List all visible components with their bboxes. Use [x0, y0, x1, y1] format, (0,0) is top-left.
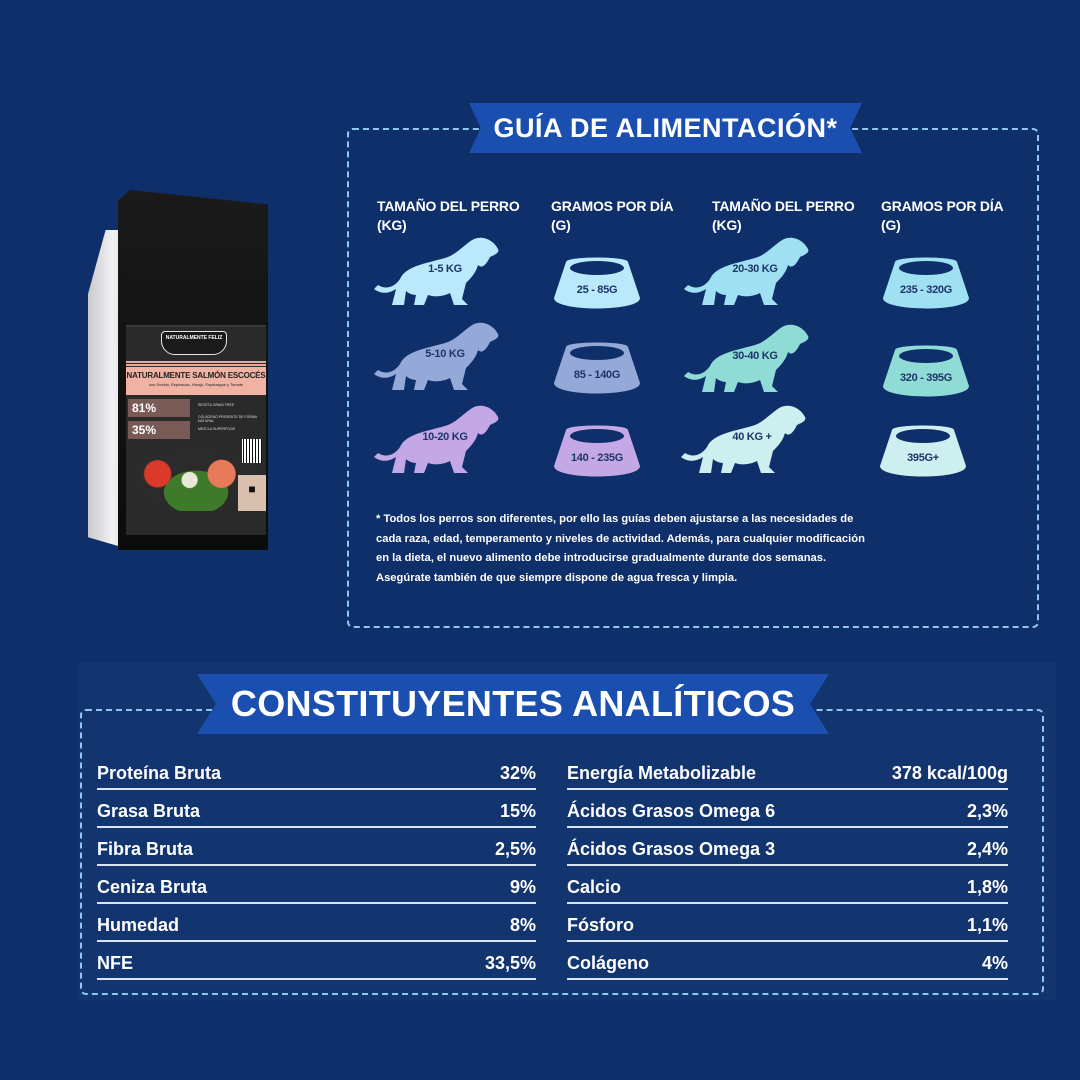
- bowl-icon: [881, 342, 971, 398]
- table-row: Colágeno 4%: [567, 942, 1008, 980]
- table-row: Ácidos Grasos Omega 3 2,4%: [567, 828, 1008, 866]
- constituents-table-right: Energía Metabolizable 378 kcal/100g Ácido…: [567, 752, 1008, 980]
- feeding-note: * Todos los perros son diferentes, por e…: [376, 513, 865, 584]
- bowl-icon: [878, 422, 968, 478]
- table-row: NFE 33,5%: [97, 942, 536, 980]
- bowl-grams-85-140: 85 - 140G: [552, 339, 642, 395]
- col-header-grams: GRAMOS POR DÍA (G): [881, 198, 1004, 233]
- constituents-title: CONSTITUYENTES ANALÍTICOS: [197, 674, 829, 734]
- table-row: Calcio 1,8%: [567, 866, 1008, 904]
- table-row: Humedad 8%: [97, 904, 536, 942]
- dog-size-40kg-plus: 40 KG +: [677, 403, 807, 475]
- dog-size-30-40kg: 30-40 KG: [680, 322, 810, 394]
- table-row: Grasa Bruta 15%: [97, 790, 536, 828]
- product-bag-image: NATURALMENTE FELIZ NATURALMENTE SALMÓN E…: [88, 190, 288, 580]
- bowl-grams-235-320: 235 - 320G: [881, 254, 971, 310]
- brand-logo: NATURALMENTE FELIZ: [161, 331, 227, 355]
- stat-protein: 81%: [128, 399, 190, 417]
- bowl-grams-320-395: 320 - 395G: [881, 342, 971, 398]
- bowl-grams-395-plus: 395G+: [878, 422, 968, 478]
- stat-salmon: 35%: [128, 421, 190, 439]
- label-stripe: [126, 361, 266, 363]
- table-row: Proteína Bruta 32%: [97, 752, 536, 790]
- col-header-dog-size: TAMAÑO DEL PERRO (KG): [712, 198, 855, 233]
- table-row: Fósforo 1,1%: [567, 904, 1008, 942]
- bag-label: NATURALMENTE FELIZ NATURALMENTE SALMÓN E…: [126, 325, 266, 535]
- bowl-icon: [881, 254, 971, 310]
- bowl-icon: [552, 254, 642, 310]
- feature-grain-free: RECETA GRAIN FREE: [198, 403, 235, 407]
- feeding-guide-title: GUÍA DE ALIMENTACIÓN*: [469, 103, 862, 153]
- bowl-icon: [552, 339, 642, 395]
- col-header-grams: GRAMOS POR DÍA (G): [551, 198, 674, 233]
- table-row: Energía Metabolizable 378 kcal/100g: [567, 752, 1008, 790]
- col-header-dog-size: TAMAÑO DEL PERRO (KG): [377, 198, 520, 233]
- barcode: [242, 439, 262, 463]
- dog-size-5-10kg: 5-10 KG: [370, 320, 500, 392]
- constituents-table-left: Proteína Bruta 32% Grasa Bruta 15% Fibra B…: [97, 752, 536, 980]
- dog-silhouette-icon: ■: [238, 475, 266, 511]
- feature-superfood: MEZCLA SUPERFOOD: [198, 427, 236, 431]
- product-name-band: NATURALMENTE SALMÓN ESCOCÉS con Eneldo, …: [126, 367, 266, 395]
- feature-collagen: COLÁGENO PRESENTE DE FORMA NATURAL: [198, 415, 257, 423]
- dog-size-10-20kg: 10-20 KG: [370, 403, 500, 475]
- product-subtitle: con Eneldo, Espinacas, Hinojo, Espárrago…: [148, 382, 244, 387]
- bowl-grams-25-85: 25 - 85G: [552, 254, 642, 310]
- bowl-icon: [552, 422, 642, 478]
- product-name: NATURALMENTE SALMÓN ESCOCÉS: [126, 371, 266, 380]
- label-stripe: [126, 364, 266, 366]
- dog-size-20-30kg: 20-30 KG: [680, 235, 810, 307]
- table-row: Ceniza Bruta 9%: [97, 866, 536, 904]
- bowl-grams-140-235: 140 - 235G: [552, 422, 642, 478]
- table-row: Fibra Bruta 2,5%: [97, 828, 536, 866]
- table-row: Ácidos Grasos Omega 6 2,3%: [567, 790, 1008, 828]
- dog-size-1-5kg: 1-5 KG: [370, 235, 500, 307]
